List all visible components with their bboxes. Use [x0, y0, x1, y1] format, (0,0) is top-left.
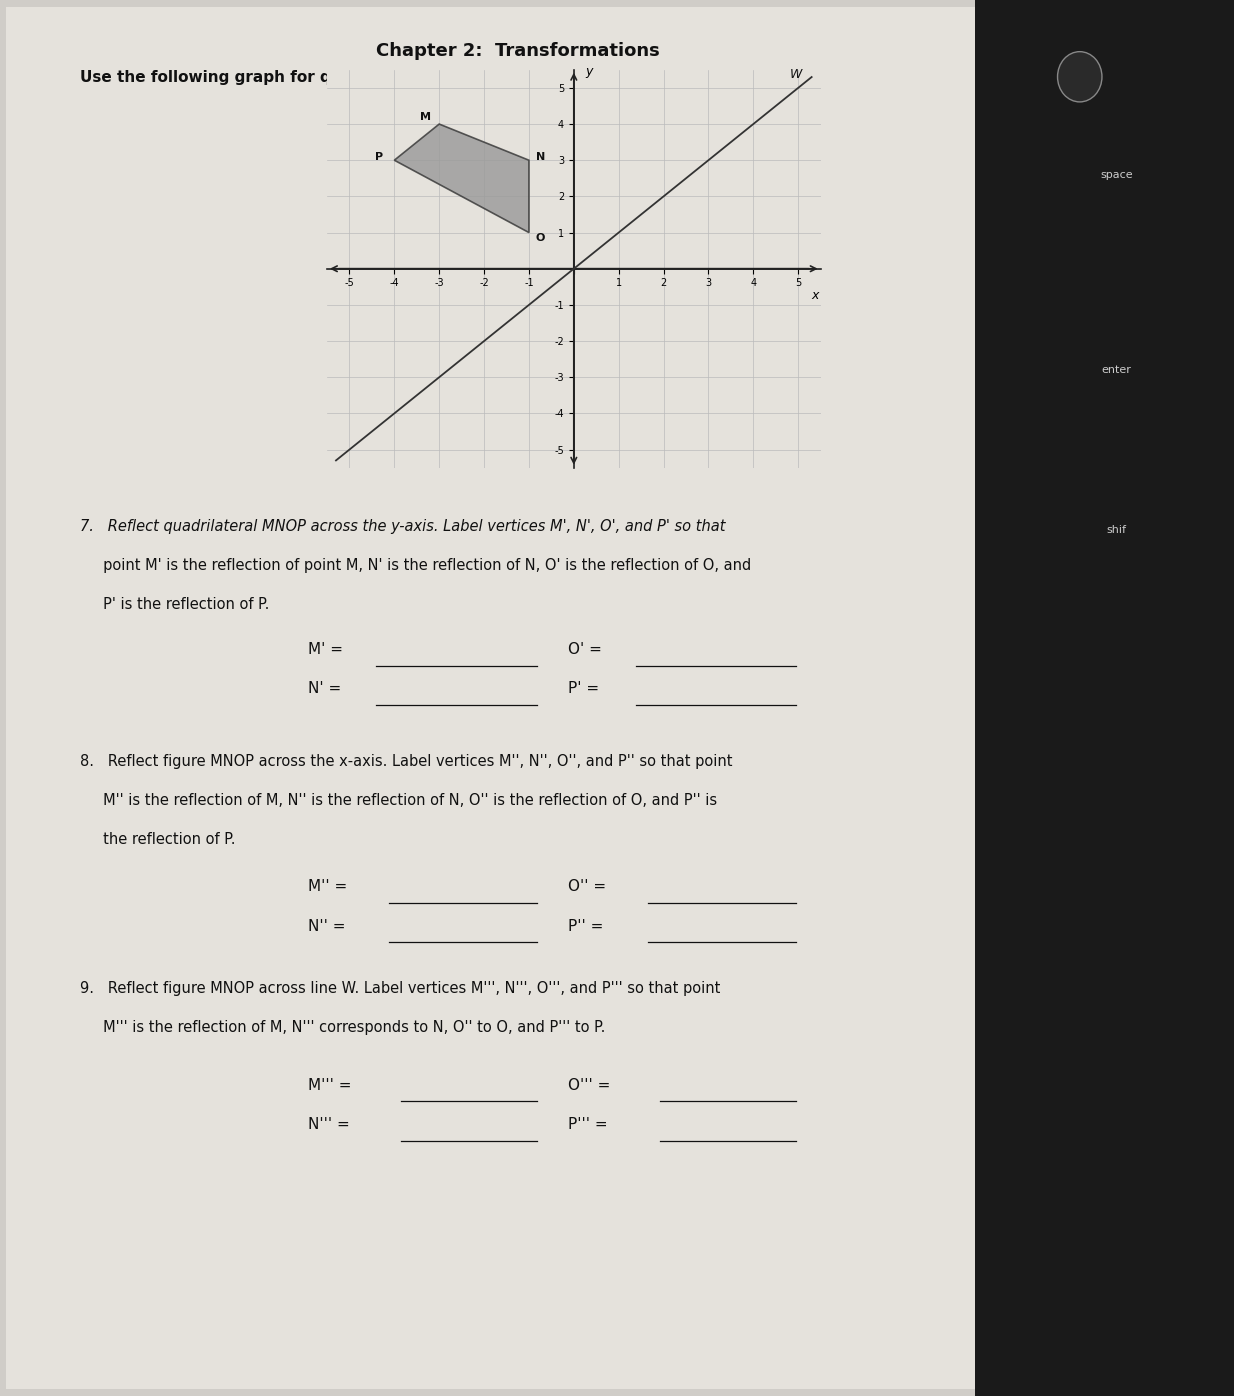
Text: M' =: M' =	[308, 642, 343, 658]
Bar	[975, 0, 1234, 1396]
Text: enter: enter	[1102, 364, 1132, 376]
Text: the reflection of P.: the reflection of P.	[80, 832, 236, 847]
Text: O: O	[536, 233, 545, 243]
Text: 7.   Reflect quadrilateral MNOP across the y-axis. Label vertices M', N', O', an: 7. Reflect quadrilateral MNOP across the…	[80, 519, 726, 535]
Text: P'' =: P'' =	[568, 919, 603, 934]
Circle shape	[1058, 52, 1102, 102]
FancyBboxPatch shape	[6, 7, 975, 1389]
Text: M'' =: M'' =	[308, 879, 348, 895]
Text: O' =: O' =	[568, 642, 601, 658]
Text: point M' is the reflection of point M, N' is the reflection of N, O' is the refl: point M' is the reflection of point M, N…	[80, 558, 752, 574]
Polygon shape	[395, 124, 529, 233]
Text: M''' is the reflection of M, N''' corresponds to N, O'' to O, and P''' to P.: M''' is the reflection of M, N''' corres…	[80, 1020, 606, 1036]
Text: O''' =: O''' =	[568, 1078, 610, 1093]
Text: Use the following graph for questions 7–9.: Use the following graph for questions 7–…	[80, 70, 444, 85]
Text: 9.   Reflect figure MNOP across line W. Label vertices M''', N''', O''', and P'': 9. Reflect figure MNOP across line W. La…	[80, 981, 721, 997]
Text: $W$: $W$	[790, 67, 803, 81]
Text: M: M	[421, 112, 431, 121]
Text: space: space	[1101, 169, 1133, 180]
Text: O'' =: O'' =	[568, 879, 606, 895]
Text: P: P	[375, 152, 383, 162]
Text: $x$: $x$	[811, 289, 821, 302]
Text: 8.   Reflect figure MNOP across the x-axis. Label vertices M'', N'', O'', and P': 8. Reflect figure MNOP across the x-axis…	[80, 754, 733, 769]
Text: M''' =: M''' =	[308, 1078, 352, 1093]
Text: shif: shif	[1107, 525, 1127, 536]
Text: N''' =: N''' =	[308, 1117, 350, 1132]
Text: N: N	[536, 152, 544, 162]
Text: N'' =: N'' =	[308, 919, 346, 934]
Text: $y$: $y$	[585, 67, 595, 81]
Text: P' is the reflection of P.: P' is the reflection of P.	[80, 597, 269, 613]
Text: M'' is the reflection of M, N'' is the reflection of N, O'' is the reflection of: M'' is the reflection of M, N'' is the r…	[80, 793, 717, 808]
Text: P' =: P' =	[568, 681, 598, 697]
Text: Chapter 2:  Transformations: Chapter 2: Transformations	[376, 42, 660, 60]
Text: P''' =: P''' =	[568, 1117, 607, 1132]
Text: N' =: N' =	[308, 681, 342, 697]
